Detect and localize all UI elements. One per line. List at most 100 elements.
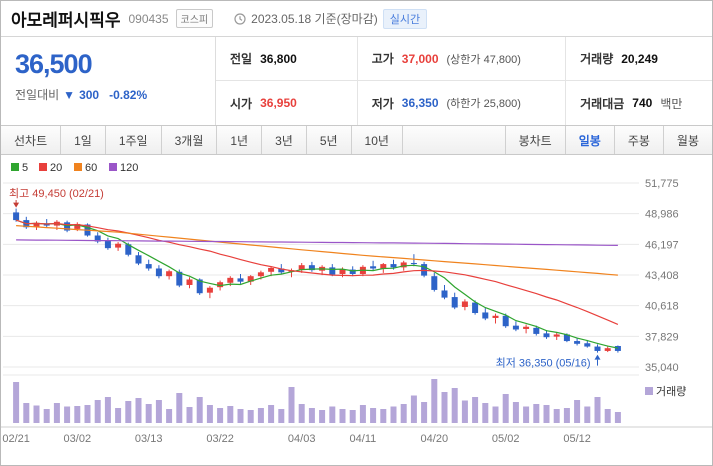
volume-bar <box>492 406 499 423</box>
clock-icon <box>234 12 246 25</box>
price-stats-table: 전일 36,800 고가 37,000 (상한가 47,800) 거래량 20,… <box>215 37 712 125</box>
volume-legend-label: 거래량 <box>656 385 686 398</box>
chart-period-button[interactable]: 5년 <box>307 126 352 154</box>
candle-body <box>512 325 519 330</box>
candle-body <box>543 333 550 338</box>
chart-period-button[interactable]: 1주일 <box>106 126 162 154</box>
volume-bar <box>502 394 509 423</box>
x-axis-label: 04/11 <box>350 433 377 445</box>
chart-period-button[interactable]: 1일 <box>61 126 106 154</box>
lower-limit: (하한가 25,800) <box>446 98 521 110</box>
candle-body <box>135 255 142 264</box>
volume-bar <box>329 406 336 423</box>
candle-body <box>13 212 20 221</box>
volume-bar <box>227 406 234 423</box>
chart-period-button[interactable]: 3년 <box>262 126 307 154</box>
chart-type-button[interactable]: 월봉 <box>664 126 712 154</box>
down-arrow-icon: ▼ <box>63 87 76 102</box>
volume-bar <box>594 397 601 423</box>
ma-60-line <box>16 225 618 276</box>
stock-name: 아모레퍼시픽우 <box>11 11 121 30</box>
candle-body <box>614 345 621 351</box>
candle-body <box>278 268 285 273</box>
candle-body <box>451 297 458 308</box>
candle-body <box>104 240 111 249</box>
change-percent: -0.82% <box>109 87 148 102</box>
candle-body <box>553 334 560 337</box>
candle-body <box>94 235 101 242</box>
candle-body <box>74 223 81 229</box>
ma-5-legend-label: 5 <box>22 162 28 174</box>
x-axis-label: 04/20 <box>421 433 449 445</box>
chart-period-button[interactable]: 10년 <box>352 126 403 154</box>
volume-bar <box>166 409 173 423</box>
volume-bar <box>135 398 142 423</box>
stock-code: 090435 <box>128 11 169 26</box>
candle-body <box>237 278 244 282</box>
candle-body <box>115 243 122 248</box>
chart-period-button[interactable]: 1년 <box>217 126 263 154</box>
x-axis-label: 03/02 <box>64 433 92 445</box>
volume-bar <box>298 404 305 423</box>
candle-body <box>390 264 397 268</box>
ma-60-legend-swatch <box>74 163 82 171</box>
volume-bar <box>247 410 254 423</box>
upper-limit: (상한가 47,800) <box>446 53 521 66</box>
chart-period-button[interactable]: 선차트 <box>1 126 62 154</box>
volume-bar <box>43 409 50 423</box>
candle-body <box>370 266 377 269</box>
volume-bar <box>512 402 519 423</box>
prev-close-value: 36,800 <box>260 51 297 66</box>
change-row: 전일대비 ▼ 300 -0.82% <box>15 86 215 103</box>
chart-panel: 51,775 48,986 46,197 43,408 40,618 37,829 35,0… <box>1 155 712 462</box>
volume-bar <box>400 404 407 423</box>
volume-bar <box>237 409 244 423</box>
realtime-badge[interactable]: 실시간 <box>382 8 428 29</box>
volume-bar <box>53 403 60 423</box>
volume-bar <box>359 405 366 423</box>
y-axis-label: 46,197 <box>645 239 679 251</box>
candle-body <box>431 276 438 290</box>
volume-bar <box>268 405 275 423</box>
x-axis-label: 05/02 <box>492 433 520 445</box>
volume-bar <box>319 410 326 423</box>
candle-body <box>196 279 203 294</box>
candle-body <box>604 348 611 351</box>
candle-body <box>247 276 254 282</box>
candle-body <box>461 301 468 307</box>
low-cell: 저가 36,350 (하한가 25,800) <box>358 81 567 125</box>
chart-type-button[interactable]: 봉차트 <box>506 126 566 154</box>
volume-bar <box>410 395 417 423</box>
candle-body <box>268 267 275 272</box>
low-label: 저가 <box>371 96 394 111</box>
volume-bar <box>13 382 20 423</box>
y-axis-label: 43,408 <box>645 270 679 282</box>
volume-bar <box>533 404 540 423</box>
chart-type-button[interactable]: 주봉 <box>615 126 664 154</box>
volume-bar <box>145 404 152 423</box>
candle-body <box>308 265 315 271</box>
chart-type-button[interactable]: 일봉 <box>566 126 615 154</box>
x-axis-label: 03/22 <box>206 433 234 445</box>
open-label: 시가 <box>230 96 253 111</box>
change-label: 전일대비 <box>15 88 60 102</box>
open-cell: 시가 36,950 <box>216 81 358 125</box>
amount-label: 거래대금 <box>580 96 625 111</box>
chart-period-group: 선차트 1일 1주일 3개월 1년 3년 5년 10년 <box>1 126 403 154</box>
volume-bar <box>288 387 295 423</box>
low-annotation-arrowhead <box>594 354 601 360</box>
candle-body <box>176 271 183 286</box>
high-cell: 고가 37,000 (상한가 47,800) <box>357 37 567 81</box>
y-axis-label: 37,829 <box>645 331 679 343</box>
market-badge[interactable]: 코스피 <box>175 9 214 28</box>
volume-bar <box>472 397 479 423</box>
volume-bar <box>115 408 122 423</box>
volume-bar <box>431 379 438 423</box>
volume-bar <box>206 405 213 423</box>
volume-bar <box>308 408 315 423</box>
volume-bar <box>563 408 570 423</box>
chart-period-button[interactable]: 3개월 <box>162 126 218 154</box>
y-axis-label: 40,618 <box>645 301 679 313</box>
volume-bar <box>64 406 71 423</box>
